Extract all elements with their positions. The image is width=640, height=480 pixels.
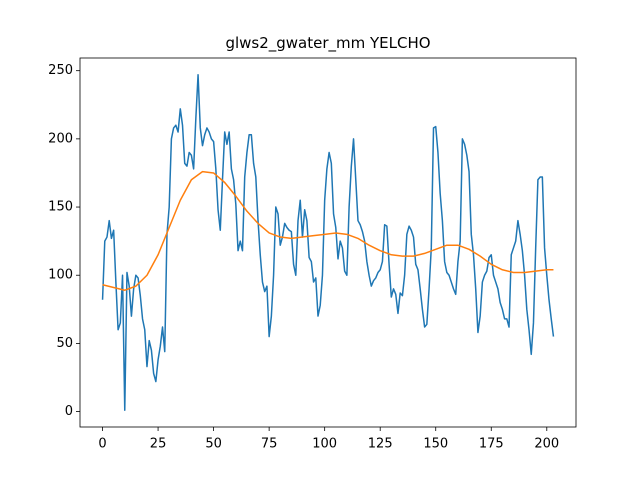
chart-title: glws2_gwater_mm YELCHO	[225, 34, 430, 53]
x-tick-label: 0	[98, 437, 106, 452]
y-tick-label: 100	[48, 268, 73, 283]
line-series	[102, 170, 554, 291]
line-series	[101, 74, 555, 411]
x-tick-label: 25	[150, 437, 167, 452]
x-tick-label: 100	[312, 437, 337, 452]
y-tick-label: 200	[48, 131, 73, 146]
x-tick-label: 50	[205, 437, 222, 452]
x-tick-label: 200	[534, 437, 559, 452]
x-tick-label: 75	[261, 437, 278, 452]
y-tick-label: 150	[48, 200, 73, 215]
x-tick-label: 125	[368, 437, 393, 452]
x-tick-label: 150	[423, 437, 448, 452]
y-tick-label: 50	[56, 336, 73, 351]
y-tick-label: 0	[65, 404, 73, 419]
x-tick-label: 175	[479, 437, 504, 452]
y-tick-label: 250	[48, 63, 73, 78]
plot-frame	[79, 57, 577, 428]
